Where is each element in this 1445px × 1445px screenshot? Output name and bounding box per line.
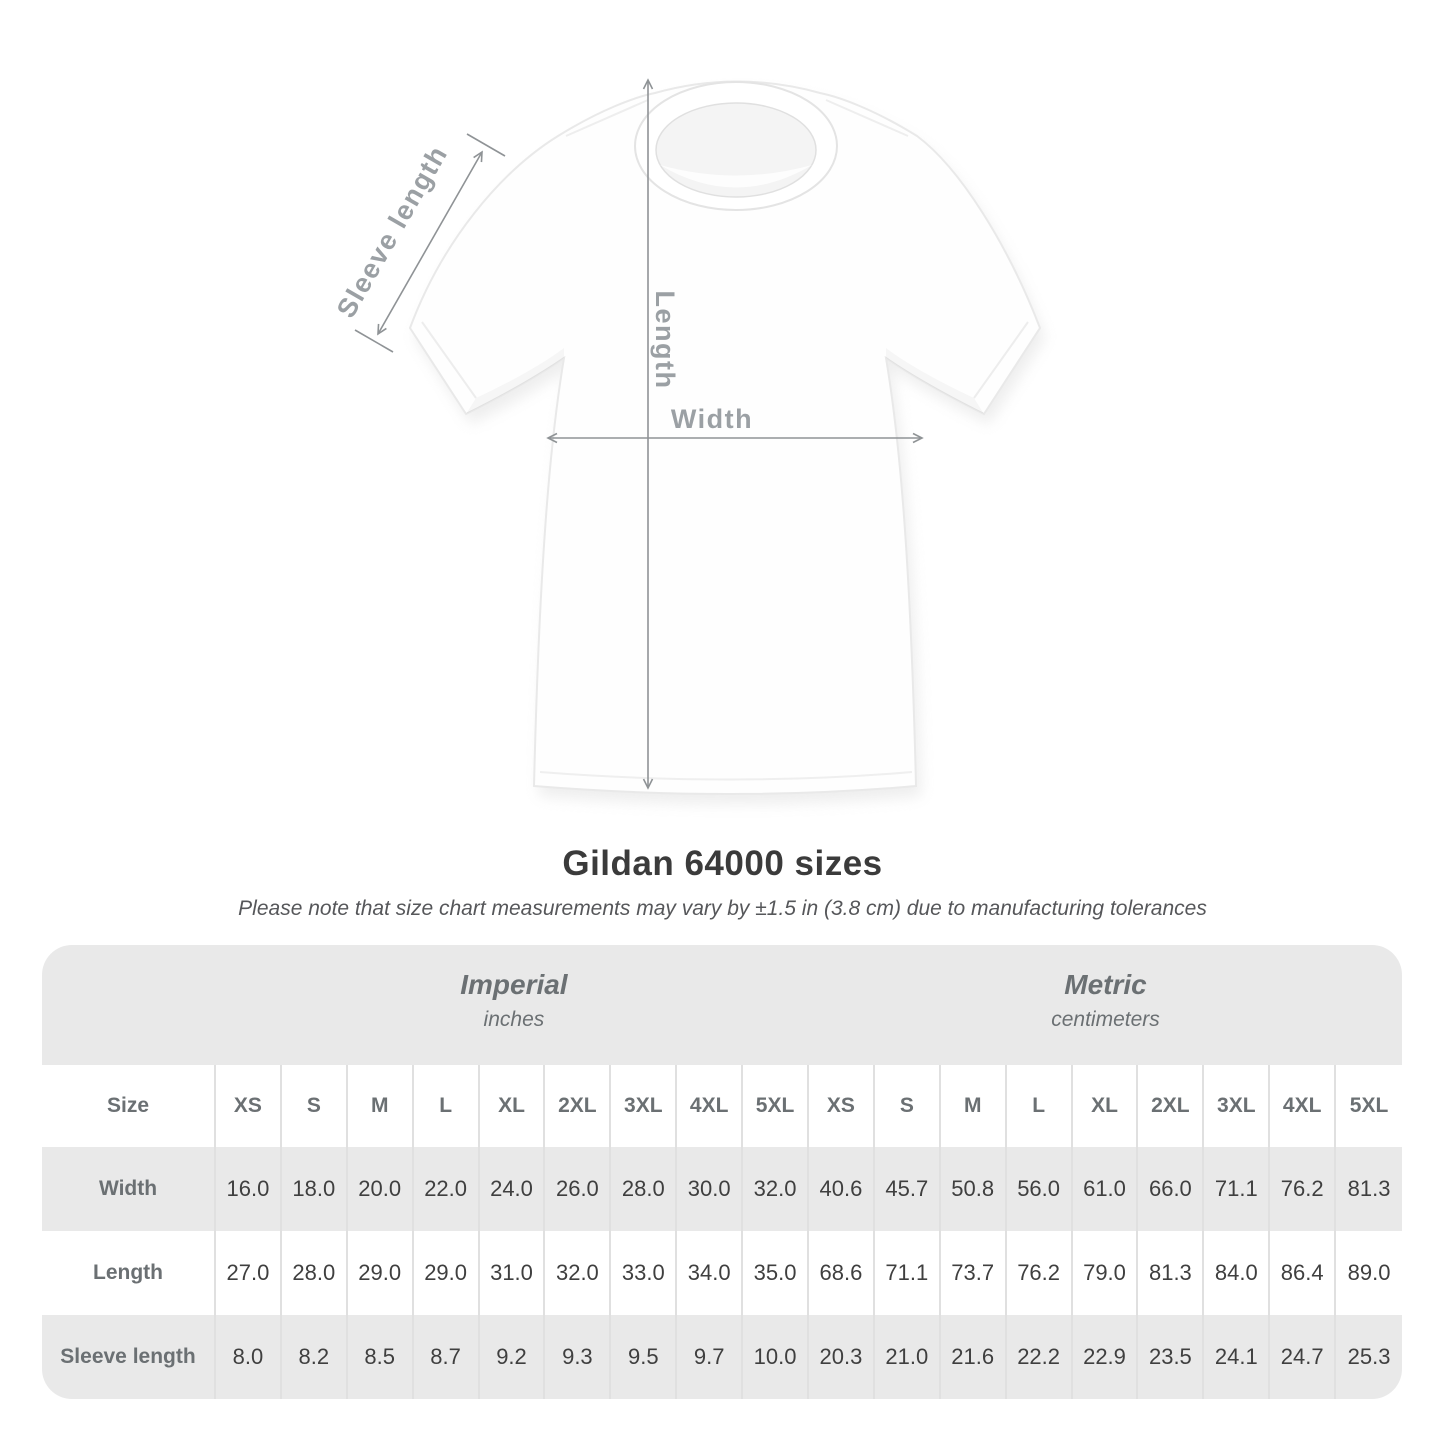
value-cell: 10.0: [743, 1315, 809, 1399]
value-cell: 33.0: [611, 1231, 678, 1315]
value-cell: 21.6: [941, 1315, 1007, 1399]
size-grid: Size XS S M L XL 2XL 3XL 4XL 5XL XS S M L XL 2XL 3XL 4XL 5…: [42, 1065, 1402, 1399]
value-cell: 89.0: [1347, 1260, 1391, 1285]
value-cell: 24.7: [1270, 1315, 1337, 1399]
value-cell: 28.0: [611, 1147, 678, 1231]
value-cell: 8.5: [348, 1315, 414, 1399]
length-label: Length: [650, 291, 680, 390]
size-col-imperial-xl: XL: [480, 1065, 546, 1147]
size-col-imperial-3xl: 3XL: [611, 1065, 678, 1147]
sleeve-arrow-tick-top: [466, 133, 506, 157]
value-cell: 29.0: [348, 1231, 414, 1315]
value-cell: 81.3: [1138, 1231, 1205, 1315]
size-table: Imperial inches Metric centimeters Size X…: [42, 945, 1402, 1399]
size-col-imperial-l: L: [414, 1065, 480, 1147]
unit-group-metric: Metric centimeters: [1051, 969, 1160, 1032]
width-label: Width: [671, 404, 753, 434]
value-cell: 76.2: [1007, 1231, 1073, 1315]
size-col-metric-5xl: 5XL: [1349, 1094, 1389, 1117]
size-col-metric-3xl: 3XL: [1204, 1065, 1271, 1147]
sleeve-length-arrow: [377, 150, 483, 336]
size-corner-label: Size: [42, 1065, 216, 1147]
size-col-imperial-4xl: 4XL: [677, 1065, 744, 1147]
sleeve-arrow-tick-bottom: [354, 329, 394, 353]
value-cell: 35.0: [743, 1231, 809, 1315]
value-cell: 50.8: [941, 1147, 1007, 1231]
value-cell: 24.0: [480, 1147, 546, 1231]
row-label-sleeve-length: Sleeve length: [42, 1315, 216, 1399]
value-cell: 26.0: [545, 1147, 612, 1231]
size-col-metric-m: M: [941, 1065, 1007, 1147]
value-cell: 27.0: [216, 1231, 282, 1315]
value-cell: 31.0: [480, 1231, 546, 1315]
value-cell: 9.5: [611, 1315, 678, 1399]
size-col-metric-xl: XL: [1073, 1065, 1139, 1147]
measurement-arrows: [354, 78, 924, 790]
value-cell: 8.0: [216, 1315, 282, 1399]
value-cell: 20.3: [809, 1315, 875, 1399]
value-cell: 9.3: [545, 1315, 612, 1399]
value-cell: 20.0: [348, 1147, 414, 1231]
row-label-length: Length: [42, 1231, 216, 1315]
table-row-sleeve-length: Sleeve length 8.0 8.2 8.5 8.7 9.2 9.3 9.5 9.7 10.…: [42, 1315, 1402, 1399]
value-cell: 30.0: [677, 1147, 744, 1231]
value-cell: 73.7: [941, 1231, 1007, 1315]
value-cell: 24.1: [1204, 1315, 1271, 1399]
size-col-imperial-5xl: 5XL: [743, 1065, 809, 1147]
value-cell: 79.0: [1073, 1231, 1139, 1315]
value-cell: 84.0: [1204, 1231, 1271, 1315]
tshirt-diagram: Sleeve length Length Width: [331, 78, 1045, 804]
size-col-metric-s: S: [875, 1065, 941, 1147]
value-cell: 76.2: [1270, 1147, 1337, 1231]
imperial-unit: inches: [483, 1008, 545, 1031]
size-col-imperial-xs: XS: [216, 1065, 282, 1147]
value-cell: 8.7: [414, 1315, 480, 1399]
row-label-width: Width: [42, 1147, 216, 1231]
value-cell: 25.3: [1347, 1344, 1391, 1369]
unit-group-imperial: Imperial inches: [460, 969, 567, 1032]
page-title: Gildan 64000 sizes: [562, 844, 883, 883]
size-col-metric-4xl: 4XL: [1270, 1065, 1337, 1147]
value-cell: 32.0: [743, 1147, 809, 1231]
value-cell: 34.0: [677, 1231, 744, 1315]
size-col-metric-2xl: 2XL: [1138, 1065, 1205, 1147]
value-cell: 40.6: [809, 1147, 875, 1231]
tolerance-note: Please note that size chart measurements…: [238, 897, 1207, 920]
value-cell: 22.9: [1073, 1315, 1139, 1399]
value-cell: 81.3: [1347, 1176, 1391, 1201]
size-col-metric-l: L: [1007, 1065, 1073, 1147]
size-col-imperial-m: M: [348, 1065, 414, 1147]
value-cell: 23.5: [1138, 1315, 1205, 1399]
value-cell: 68.6: [809, 1231, 875, 1315]
unit-header-band: Imperial inches Metric centimeters: [42, 945, 1402, 1065]
value-cell: 8.2: [282, 1315, 348, 1399]
value-cell: 56.0: [1007, 1147, 1073, 1231]
value-cell: 9.2: [480, 1315, 546, 1399]
size-col-imperial-2xl: 2XL: [545, 1065, 612, 1147]
value-cell: 66.0: [1138, 1147, 1205, 1231]
value-cell: 21.0: [875, 1315, 941, 1399]
value-cell: 61.0: [1073, 1147, 1139, 1231]
value-cell: 16.0: [216, 1147, 282, 1231]
value-cell: 28.0: [282, 1231, 348, 1315]
value-cell: 32.0: [545, 1231, 612, 1315]
value-cell: 45.7: [875, 1147, 941, 1231]
metric-unit: centimeters: [1051, 1008, 1160, 1031]
value-cell: 29.0: [414, 1231, 480, 1315]
value-cell: 18.0: [282, 1147, 348, 1231]
metric-label: Metric: [1064, 969, 1147, 1000]
value-cell: 22.0: [414, 1147, 480, 1231]
size-col-metric-xs: XS: [809, 1065, 875, 1147]
size-header-row: Size XS S M L XL 2XL 3XL 4XL 5XL XS S M L XL 2XL 3XL 4XL 5…: [42, 1065, 1402, 1147]
table-row-length: Length 27.0 28.0 29.0 29.0 31.0 32.0 33.0 34.0 35…: [42, 1231, 1402, 1315]
imperial-label: Imperial: [460, 969, 568, 1000]
size-col-imperial-s: S: [282, 1065, 348, 1147]
value-cell: 71.1: [875, 1231, 941, 1315]
value-cell: 86.4: [1270, 1231, 1337, 1315]
table-row-width: Width 16.0 18.0 20.0 22.0 24.0 26.0 28.0 30.0 32.…: [42, 1147, 1402, 1231]
value-cell: 22.2: [1007, 1315, 1073, 1399]
value-cell: 9.7: [677, 1315, 744, 1399]
value-cell: 71.1: [1204, 1147, 1271, 1231]
